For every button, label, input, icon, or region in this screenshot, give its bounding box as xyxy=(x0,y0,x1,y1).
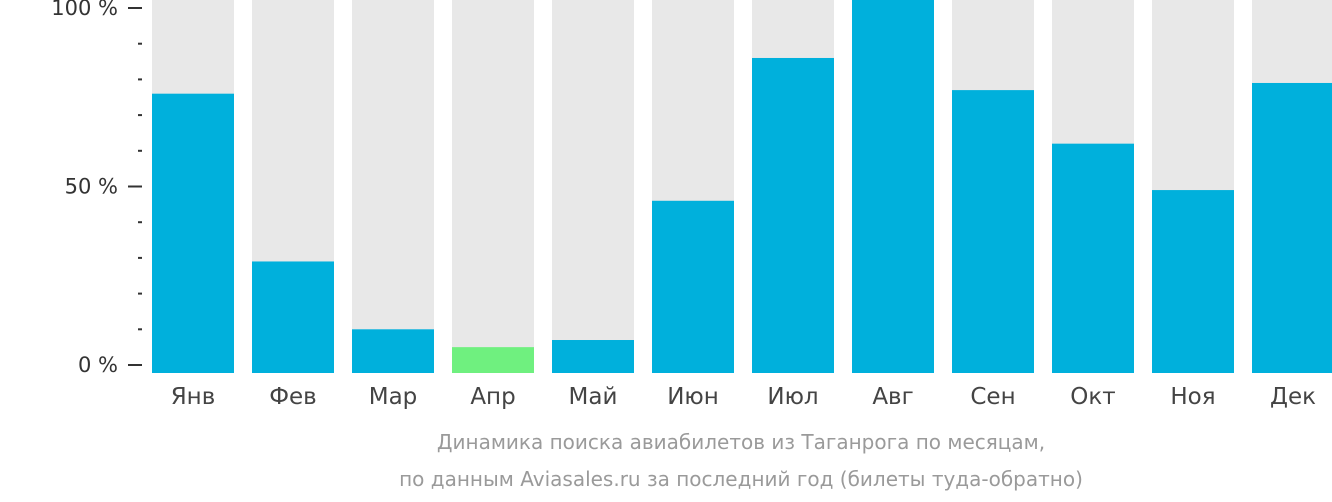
bar xyxy=(1252,82,1332,373)
x-tick-label: Янв xyxy=(171,384,216,410)
bar xyxy=(252,261,334,373)
x-axis-labels: Янв Фев Мар Апр Май Июн Июл Авг Сен Окт Ноя Дек xyxy=(171,384,1316,410)
chart-caption-line-2: по данным Aviasales.ru за последний год … xyxy=(399,467,1083,491)
bars xyxy=(152,0,1332,374)
bar-track xyxy=(452,0,534,373)
x-tick-label: Июн xyxy=(667,384,719,410)
bar xyxy=(1052,143,1134,373)
y-tick-label: 0 % xyxy=(78,353,118,377)
bar-track xyxy=(352,0,434,373)
y-axis: 0 % 50 % 100 % xyxy=(51,0,142,377)
x-tick-label: Май xyxy=(569,384,618,410)
x-tick-label: Авг xyxy=(872,384,913,410)
bar-highlight xyxy=(452,347,534,373)
x-tick-label: Сен xyxy=(970,384,1015,410)
monthly-search-chart: 0 % 50 % 100 % Янв Фев Мар Апр Май Июн Июл Авг Сен… xyxy=(51,0,1332,410)
bar xyxy=(552,340,634,373)
bar xyxy=(952,90,1034,374)
y-tick-label: 100 % xyxy=(51,0,118,20)
bar-track xyxy=(552,0,634,373)
bar xyxy=(1152,190,1234,373)
x-tick-label: Окт xyxy=(1070,384,1115,410)
x-tick-label: Фев xyxy=(269,384,317,410)
x-tick-label: Апр xyxy=(470,384,515,410)
bar xyxy=(852,0,934,373)
chart-caption-line-1: Динамика поиска авиабилетов из Таганрога… xyxy=(436,430,1046,454)
x-tick-label: Мар xyxy=(369,384,418,410)
x-tick-label: Июл xyxy=(767,384,818,410)
bar xyxy=(752,57,834,373)
x-tick-label: Ноя xyxy=(1170,384,1215,410)
bar xyxy=(352,329,434,373)
bar xyxy=(152,93,234,374)
bar xyxy=(652,200,734,373)
x-tick-label: Дек xyxy=(1270,384,1316,410)
y-tick-label: 50 % xyxy=(65,175,118,199)
